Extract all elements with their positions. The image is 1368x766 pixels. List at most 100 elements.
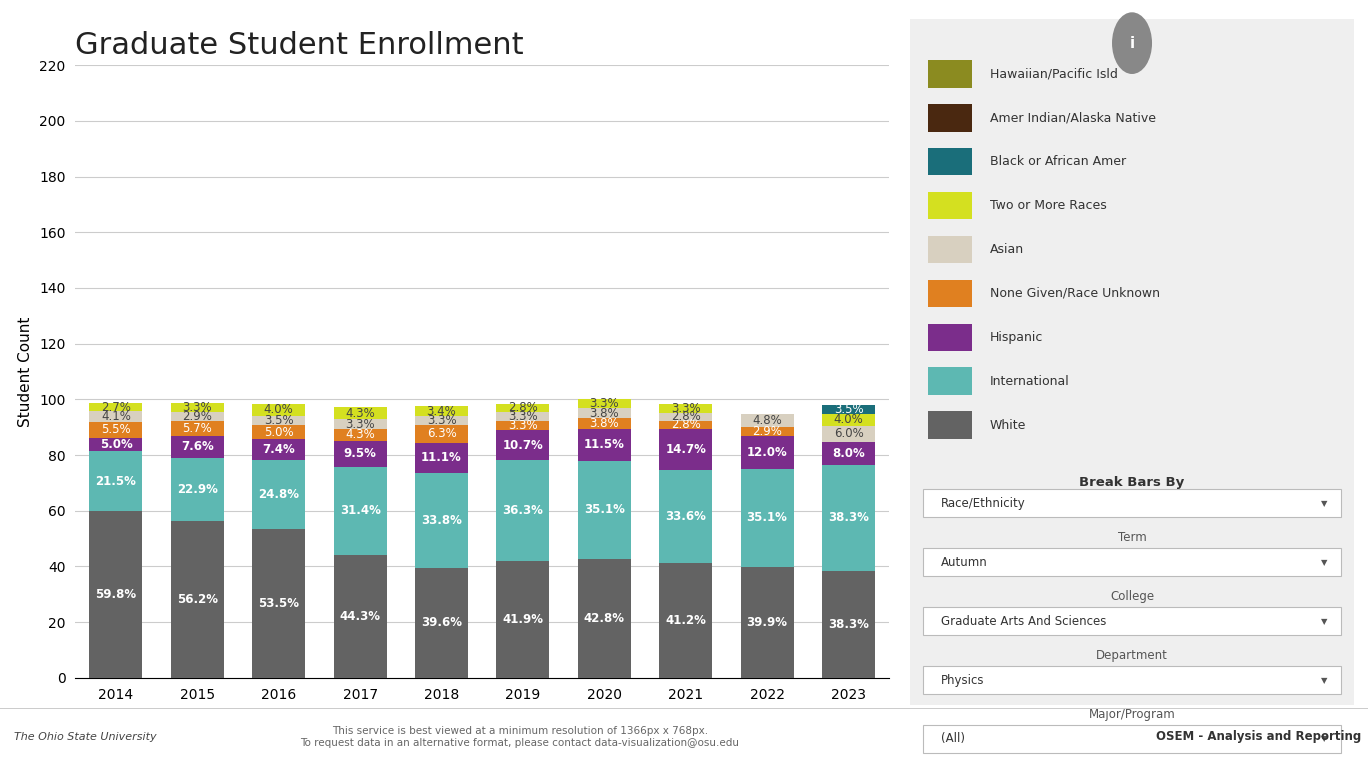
FancyBboxPatch shape xyxy=(923,666,1341,694)
FancyBboxPatch shape xyxy=(928,61,971,87)
FancyBboxPatch shape xyxy=(923,548,1341,576)
Text: 38.3%: 38.3% xyxy=(828,512,869,525)
Text: 5.0%: 5.0% xyxy=(100,438,133,451)
Text: 3.3%: 3.3% xyxy=(508,419,538,432)
Text: 3.4%: 3.4% xyxy=(427,404,457,417)
Bar xyxy=(659,470,713,563)
Text: The Ohio State University: The Ohio State University xyxy=(14,732,156,742)
Text: 3.3%: 3.3% xyxy=(345,417,375,430)
Text: 44.3%: 44.3% xyxy=(339,610,380,623)
Text: 24.8%: 24.8% xyxy=(259,488,300,501)
Bar xyxy=(415,406,468,416)
Bar xyxy=(415,416,468,425)
Text: 36.3%: 36.3% xyxy=(502,504,543,517)
Text: 2.9%: 2.9% xyxy=(752,425,782,438)
Text: i: i xyxy=(1130,36,1134,51)
Bar xyxy=(740,414,793,427)
Bar xyxy=(822,442,876,464)
Bar xyxy=(497,460,550,561)
Text: 39.9%: 39.9% xyxy=(747,616,788,629)
Bar xyxy=(497,412,550,421)
Bar xyxy=(334,555,387,678)
Text: Autumn: Autumn xyxy=(941,555,988,568)
Bar xyxy=(171,522,224,678)
Bar xyxy=(822,571,876,678)
Bar xyxy=(497,430,550,460)
Bar xyxy=(171,437,224,457)
Bar xyxy=(171,412,224,421)
Bar xyxy=(252,404,305,415)
Bar xyxy=(89,403,142,411)
Bar xyxy=(740,567,793,678)
Text: Physics: Physics xyxy=(941,673,985,686)
Text: 59.8%: 59.8% xyxy=(96,588,137,601)
Text: ▼: ▼ xyxy=(1321,558,1327,567)
Bar xyxy=(740,469,793,567)
Text: Graduate Arts And Sciences: Graduate Arts And Sciences xyxy=(941,614,1107,627)
Text: Term: Term xyxy=(1118,531,1146,544)
Bar xyxy=(659,413,713,421)
Text: 14.7%: 14.7% xyxy=(665,443,706,456)
Text: 3.3%: 3.3% xyxy=(427,414,457,427)
Text: 31.4%: 31.4% xyxy=(339,504,380,517)
Text: 2.8%: 2.8% xyxy=(508,401,538,414)
Text: 3.3%: 3.3% xyxy=(182,401,212,414)
Text: 35.1%: 35.1% xyxy=(584,503,625,516)
Bar xyxy=(415,568,468,678)
Circle shape xyxy=(1112,12,1152,74)
Bar xyxy=(252,460,305,529)
Bar xyxy=(252,415,305,425)
Text: Asian: Asian xyxy=(990,243,1023,256)
Bar xyxy=(577,429,631,461)
Text: ▼: ▼ xyxy=(1321,617,1327,626)
FancyBboxPatch shape xyxy=(928,368,971,394)
Bar xyxy=(822,464,876,571)
Text: 41.2%: 41.2% xyxy=(665,614,706,627)
Bar xyxy=(822,404,876,414)
Text: 9.5%: 9.5% xyxy=(343,447,376,460)
Text: Black or African Amer: Black or African Amer xyxy=(990,155,1126,169)
Text: 3.5%: 3.5% xyxy=(264,414,294,427)
Text: 56.2%: 56.2% xyxy=(176,593,218,606)
Text: Department: Department xyxy=(1096,649,1168,662)
Bar xyxy=(577,398,631,408)
Text: 6.3%: 6.3% xyxy=(427,427,457,440)
Text: 12.0%: 12.0% xyxy=(747,446,788,459)
Text: Graduate Student Enrollment: Graduate Student Enrollment xyxy=(75,31,524,60)
Text: This service is best viewed at a minimum resolution of 1366px x 768px.
To reques: This service is best viewed at a minimum… xyxy=(301,726,739,748)
Text: 7.4%: 7.4% xyxy=(263,443,295,456)
FancyBboxPatch shape xyxy=(928,148,971,175)
Bar xyxy=(740,436,793,469)
Text: Two or More Races: Two or More Races xyxy=(990,199,1107,212)
Bar xyxy=(497,421,550,430)
Bar xyxy=(89,451,142,512)
Text: 21.5%: 21.5% xyxy=(96,475,137,488)
Y-axis label: Student Count: Student Count xyxy=(18,316,33,427)
Bar xyxy=(497,561,550,678)
Text: 33.8%: 33.8% xyxy=(421,514,462,527)
FancyBboxPatch shape xyxy=(928,411,971,439)
Text: 7.6%: 7.6% xyxy=(181,440,213,453)
FancyBboxPatch shape xyxy=(923,489,1341,517)
Text: 5.7%: 5.7% xyxy=(182,422,212,435)
Text: 11.1%: 11.1% xyxy=(421,451,462,464)
Text: 4.0%: 4.0% xyxy=(833,414,863,427)
Text: 3.3%: 3.3% xyxy=(590,397,620,410)
Text: 3.8%: 3.8% xyxy=(590,417,620,430)
Bar xyxy=(659,429,713,470)
Text: 4.1%: 4.1% xyxy=(101,410,131,423)
Text: 5.5%: 5.5% xyxy=(101,424,131,437)
Text: 42.8%: 42.8% xyxy=(584,612,625,625)
Text: 3.3%: 3.3% xyxy=(670,402,700,415)
Text: 2.7%: 2.7% xyxy=(101,401,131,414)
Text: None Given/Race Unknown: None Given/Race Unknown xyxy=(990,287,1160,300)
Text: ▼: ▼ xyxy=(1321,735,1327,744)
FancyBboxPatch shape xyxy=(928,192,971,219)
Bar xyxy=(89,512,142,678)
Text: 39.6%: 39.6% xyxy=(421,617,462,629)
Bar xyxy=(577,461,631,558)
Text: 3.8%: 3.8% xyxy=(590,407,620,420)
Text: 53.5%: 53.5% xyxy=(259,597,300,610)
Bar xyxy=(252,425,305,439)
Bar xyxy=(89,437,142,451)
